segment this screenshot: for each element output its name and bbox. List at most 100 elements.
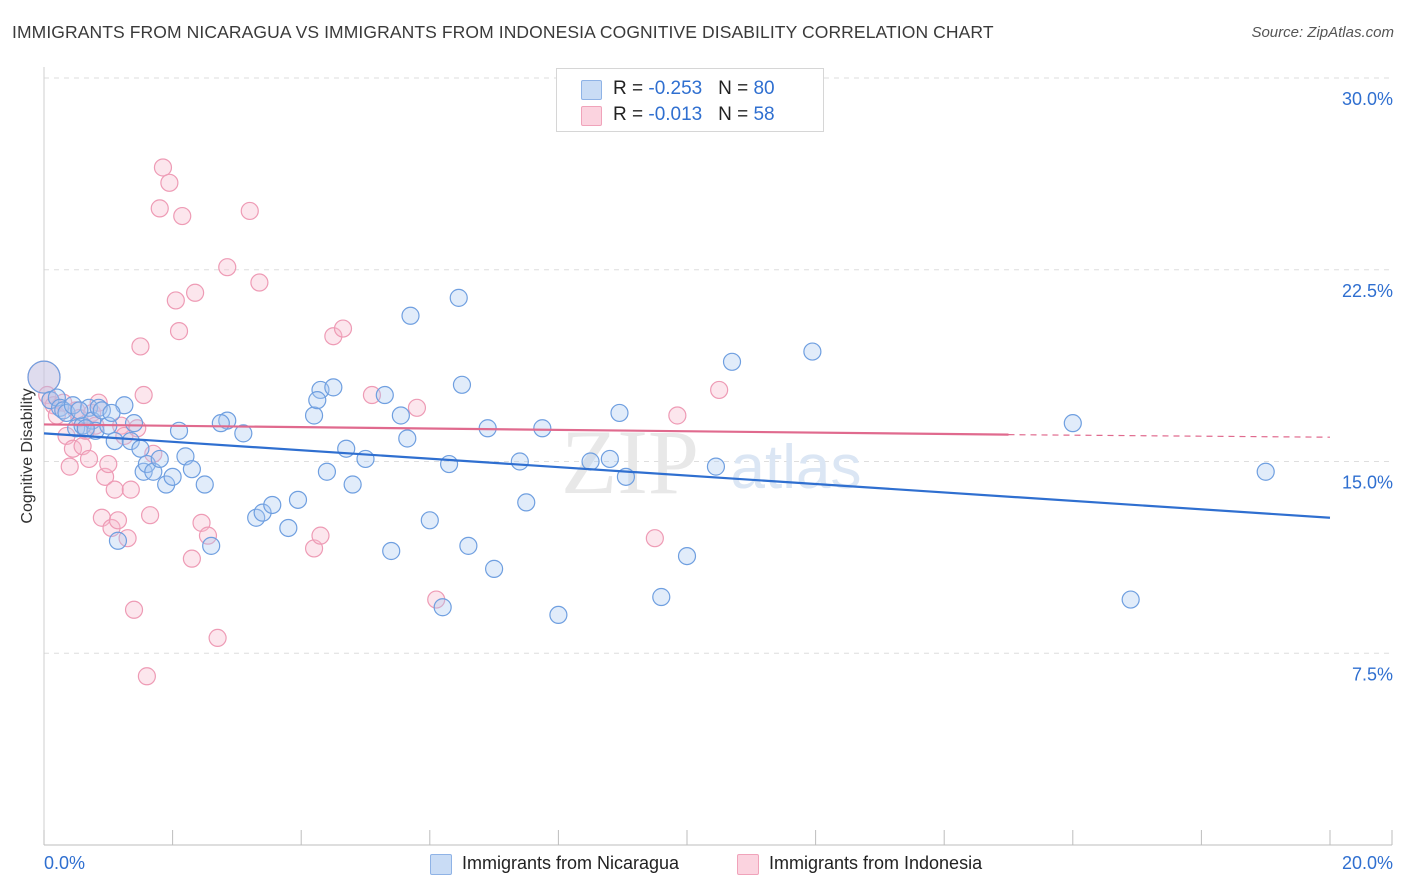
point-indonesia	[169, 322, 189, 341]
point-indonesia	[140, 506, 160, 525]
point-nicaragua	[449, 288, 468, 307]
point-indonesia	[121, 480, 140, 499]
point-nicaragua	[459, 536, 478, 555]
point-indonesia	[710, 380, 729, 400]
point-indonesia	[105, 480, 124, 499]
point-nicaragua	[121, 431, 140, 451]
point-nicaragua	[288, 490, 308, 509]
point-nicaragua	[324, 378, 343, 397]
y-tick-label: 22.5%	[1342, 281, 1393, 301]
point-indonesia	[240, 201, 259, 221]
watermark-zip: ZIP	[561, 411, 699, 513]
point-indonesia	[134, 385, 153, 405]
point-nicaragua	[610, 403, 629, 423]
point-indonesia	[60, 457, 79, 476]
point-indonesia	[645, 529, 664, 548]
point-nicaragua	[1256, 462, 1275, 481]
point-nicaragua	[1121, 590, 1140, 609]
point-indonesia	[124, 600, 144, 619]
bottom-legend-label-indonesia: Immigrants from Indonesia	[769, 853, 983, 873]
point-indonesia	[173, 206, 192, 226]
point-indonesia	[407, 398, 427, 417]
point-indonesia	[153, 158, 173, 177]
bottom-swatch-indonesia	[737, 854, 759, 875]
legend-n-value: 80	[753, 78, 775, 99]
point-indonesia	[311, 526, 330, 545]
point-nicaragua	[124, 414, 144, 433]
point-nicaragua	[279, 518, 298, 538]
legend-n-label: N =	[718, 78, 754, 99]
point-nicaragua	[398, 429, 417, 448]
legend-r-label: R =	[613, 78, 649, 99]
point-nicaragua	[102, 403, 121, 423]
y-tick-label: 15.0%	[1342, 473, 1393, 493]
point-indonesia	[362, 385, 382, 405]
point-indonesia	[137, 667, 156, 686]
point-nicaragua	[600, 449, 619, 469]
point-nicaragua	[317, 462, 337, 481]
point-nicaragua	[131, 439, 150, 458]
points	[27, 158, 1275, 686]
point-nicaragua	[485, 559, 504, 578]
point-nicaragua	[308, 391, 327, 410]
tick-labels: 7.5% 15.0% 22.5% 30.0% 0.0% 20.0%	[44, 89, 1393, 873]
trend-line-nicaragua	[43, 432, 1331, 519]
legend-n-label: N =	[718, 104, 754, 125]
chart-title: IMMIGRANTS FROM NICARAGUA VS IMMIGRANTS …	[12, 22, 994, 42]
gridlines	[44, 77, 1392, 654]
y-axis-label: Cognitive Disability	[19, 388, 36, 524]
point-indonesia	[218, 258, 237, 277]
point-nicaragua	[182, 460, 201, 479]
x-tick-label: 20.0%	[1342, 853, 1393, 873]
point-nicaragua	[452, 375, 472, 394]
point-nicaragua	[510, 452, 529, 471]
point-nicaragua	[391, 406, 410, 425]
legend-r-value: -0.013	[648, 104, 703, 125]
legend-swatch-nicaragua	[581, 80, 602, 100]
point-indonesia	[182, 549, 201, 568]
point-nicaragua	[549, 605, 568, 625]
y-tick-label: 30.0%	[1342, 89, 1393, 109]
point-indonesia	[150, 199, 169, 218]
axes	[43, 67, 1393, 846]
point-nicaragua	[706, 457, 726, 476]
correlation-legend: R = -0.253 N = 80 R = -0.013 N = 58	[556, 68, 824, 132]
point-nicaragua	[433, 598, 452, 617]
point-nicaragua	[150, 449, 169, 469]
trend-lines	[43, 423, 1331, 519]
point-nicaragua	[517, 493, 536, 512]
watermark-atlas: atlas	[731, 433, 862, 502]
point-indonesia	[160, 173, 179, 192]
point-indonesia	[108, 511, 128, 530]
point-nicaragua	[420, 511, 439, 530]
point-indonesia	[208, 628, 227, 648]
point-nicaragua	[108, 531, 128, 550]
point-nicaragua	[375, 385, 394, 405]
point-nicaragua	[581, 452, 600, 471]
point-indonesia	[333, 319, 353, 338]
point-nicaragua	[304, 406, 324, 425]
legend-text-indonesia: R = -0.013 N = 58	[613, 104, 775, 126]
point-indonesia	[131, 337, 150, 356]
point-nicaragua	[27, 360, 61, 394]
legend-r-label: R =	[613, 104, 649, 125]
point-nicaragua	[722, 352, 742, 371]
point-indonesia	[99, 454, 118, 474]
point-nicaragua	[202, 536, 221, 555]
point-indonesia	[324, 327, 343, 346]
point-nicaragua	[263, 495, 282, 515]
point-indonesia	[198, 526, 218, 545]
point-indonesia	[186, 283, 205, 302]
point-nicaragua	[105, 431, 124, 451]
point-indonesia	[250, 273, 269, 292]
point-nicaragua	[343, 475, 362, 494]
point-indonesia	[79, 449, 99, 469]
point-nicaragua	[76, 419, 95, 438]
point-nicaragua	[533, 419, 552, 438]
point-nicaragua	[439, 454, 459, 474]
legend-text-nicaragua: R = -0.253 N = 80	[613, 78, 775, 100]
bottom-swatch-nicaragua	[430, 854, 452, 875]
trend-line-indonesia	[43, 423, 1009, 436]
point-nicaragua	[70, 401, 89, 420]
